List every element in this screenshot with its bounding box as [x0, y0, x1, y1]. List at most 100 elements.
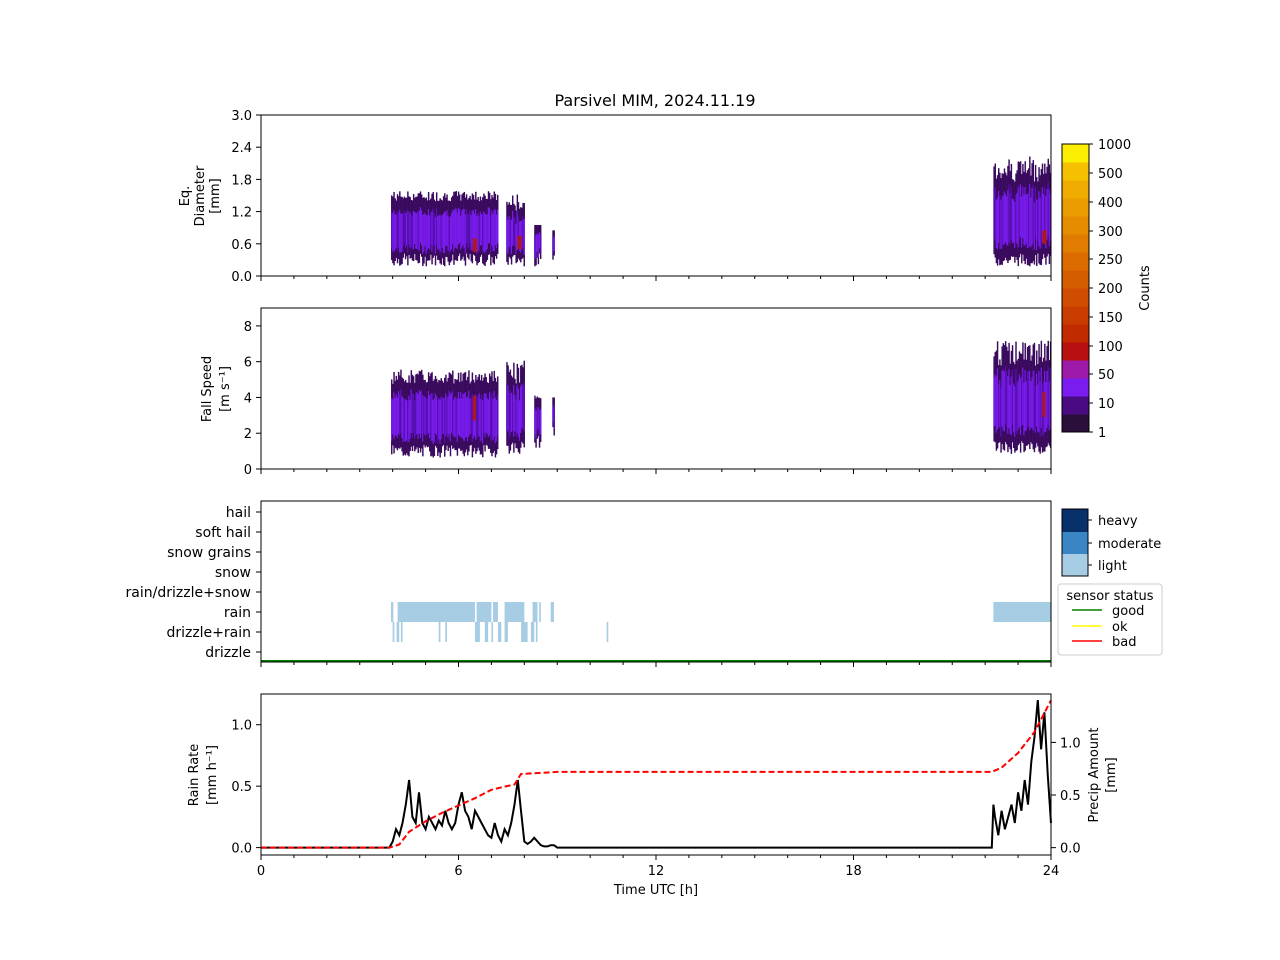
heatmap-cell-core — [495, 399, 498, 442]
heatmap-cell-core — [454, 208, 456, 248]
heatmap-cell-core — [438, 398, 440, 440]
heatmap-cell-core — [477, 213, 479, 252]
heatmap-cell-core — [995, 375, 998, 433]
heatmap-cell-core — [1027, 192, 1030, 248]
precip-type-bar — [396, 622, 400, 642]
heatmap-cell-core — [516, 385, 519, 434]
heatmap-cell-core — [480, 213, 483, 245]
heatmap-cell-core — [408, 211, 410, 245]
heatmap-cell-core — [1027, 370, 1030, 427]
colorbar-cell — [1062, 360, 1089, 379]
heatmap-cell-core — [1023, 382, 1025, 436]
colorbar-tick-label: 400 — [1098, 196, 1123, 211]
heatmap-cell-core — [403, 399, 406, 442]
heatmap-cell-core — [484, 392, 486, 438]
heatmap-cell-core — [518, 400, 521, 441]
heatmap-cell-core — [497, 394, 499, 437]
heatmap-cell-core — [448, 391, 451, 435]
heatmap-cell-core — [515, 399, 517, 437]
heatmap-cell-core — [1025, 381, 1028, 431]
y-tick-label: 1.2 — [231, 206, 252, 221]
heatmap-cell-core — [1032, 185, 1035, 244]
precip-type-bar — [484, 622, 489, 642]
heatmap-cell-core — [441, 214, 444, 248]
precip-type-bar — [530, 622, 535, 642]
heatmap-cell-core — [455, 208, 457, 248]
heatmap-cell-core — [411, 215, 414, 250]
colorbar-cell — [1062, 180, 1089, 199]
heatmap-cell-core — [409, 399, 411, 439]
precip-type-bar — [476, 602, 492, 622]
heatmap-cell-core — [431, 211, 433, 252]
heatmap-cell-core — [1007, 190, 1009, 246]
rain-rate-yticks: 0.0 0.5 1.0 — [231, 719, 261, 857]
heatmap-cell-core — [535, 410, 537, 439]
colorbar-cell — [1062, 144, 1089, 163]
counts-colorbar: 1 10 50 100 150 200 250 300 400 500 1000 Counts — [1061, 138, 1153, 441]
heatmap-cell-core — [468, 390, 470, 437]
heatmap-cell-core — [464, 392, 467, 438]
y-tick-label: 6 — [244, 356, 252, 371]
heatmap-cell-core — [472, 209, 475, 244]
heatmap-cell-core — [1040, 193, 1043, 248]
colorbar-tick-label: 150 — [1098, 311, 1123, 326]
heatmap-cell-core — [452, 210, 454, 245]
heatmap-cell-core — [429, 215, 431, 250]
heatmap-cell-core — [1038, 370, 1040, 433]
status-good-label: good — [1112, 604, 1144, 619]
precip-type-bar — [397, 602, 475, 622]
heatmap-cell-core — [1024, 186, 1026, 246]
heatmap-cell-core — [552, 237, 554, 255]
heatmap-cell-core — [478, 216, 481, 252]
heatmap-cell-core — [414, 400, 416, 440]
fall-speed-ylabel-line-1: Fall Speed — [200, 356, 215, 422]
heatmap-cell-core — [453, 399, 455, 437]
heatmap-cell-core — [422, 395, 424, 442]
heatmap-cell-core — [521, 384, 523, 429]
rain-rate-lines — [261, 699, 1052, 849]
heatmap-cell-core — [497, 209, 499, 244]
heatmap-cell-core — [425, 214, 428, 254]
heatmap-cell-core — [1003, 191, 1006, 244]
heatmap-cell-core — [402, 397, 404, 442]
heatmap-cell-core — [535, 235, 537, 258]
colorbar-cell — [1062, 198, 1089, 217]
y-tick-label: 1.0 — [231, 719, 252, 734]
heatmap-cell-core — [517, 216, 520, 249]
category-label: snow grains — [167, 545, 251, 561]
colorbar-label: Counts — [1138, 265, 1153, 311]
heatmap-cell-core — [395, 214, 398, 248]
heatmap-cell-core — [509, 389, 512, 437]
heatmap-cell-core — [438, 215, 440, 250]
heatmap-cell-core — [1006, 371, 1008, 427]
heatmap-hot-cell — [1042, 392, 1046, 418]
x-tick-label-12: 12 — [648, 864, 665, 879]
heatmap-cell-core — [517, 388, 520, 437]
heatmap-cell-core — [463, 209, 466, 249]
heatmap-cell-core — [999, 380, 1001, 428]
heatmap-cell-core — [402, 213, 404, 248]
heatmap-cell-core — [494, 397, 497, 444]
heatmap-cell-core — [467, 214, 469, 248]
precip-type-xticks — [260, 662, 1052, 667]
heatmap-cell-core — [418, 210, 421, 251]
heatmap-cell-core — [487, 399, 490, 438]
heatmap-cell-core — [415, 212, 417, 249]
heatmap-cell-core — [429, 395, 431, 438]
heatmap-cell-core — [513, 385, 515, 437]
heatmap-cell-core — [450, 213, 453, 250]
heatmap-cell-core — [396, 211, 399, 251]
heatmap-cell-core — [510, 392, 513, 433]
precip-type-bar — [504, 622, 508, 642]
precip-type-bar — [606, 622, 609, 642]
heatmap-cell-core — [1001, 370, 1003, 427]
heatmap-cell-core — [439, 214, 441, 252]
heatmap-cell-core — [431, 393, 433, 441]
heatmap-cell-core — [1042, 193, 1045, 240]
colorbar-cells — [1062, 144, 1089, 433]
heatmap-cell-core — [473, 213, 476, 246]
heatmap-cell-core — [534, 407, 536, 435]
heatmap-cell-core — [425, 398, 428, 435]
heatmap-cell-core — [1006, 196, 1008, 246]
y-tick-label: 2.4 — [231, 141, 252, 156]
